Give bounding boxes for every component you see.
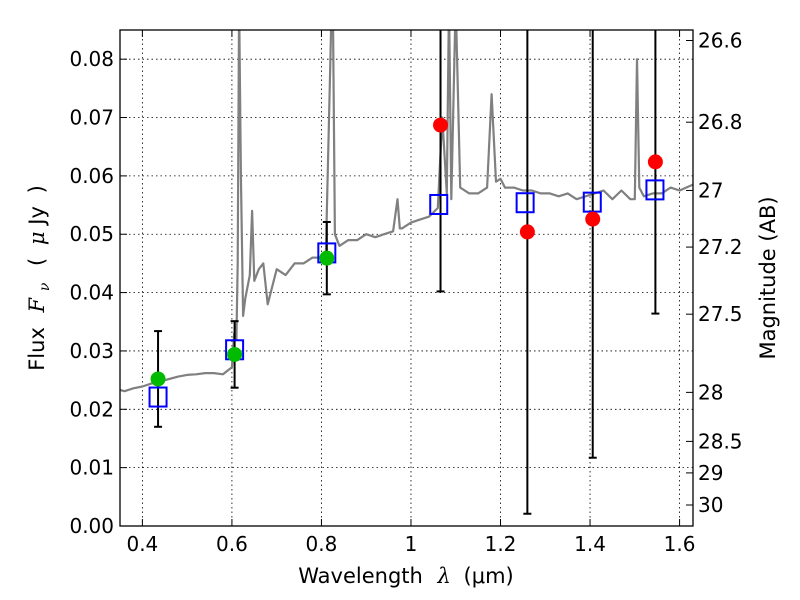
x-axis-label-symbol: λ bbox=[437, 564, 451, 588]
detection-marker bbox=[319, 250, 335, 266]
y-axis-label-paren-close: ) bbox=[25, 185, 49, 193]
model-photometry-marker bbox=[645, 179, 665, 201]
y-axis-label-mu: μ bbox=[25, 231, 49, 245]
y-axis-label: Flux F ν ( μ Jy ) bbox=[25, 185, 54, 371]
x-axis-label-unit: (μm) bbox=[464, 564, 514, 588]
y-axis-label-subscript: ν bbox=[37, 282, 53, 291]
y-tick-label: 0.01 bbox=[69, 456, 114, 480]
model-photometry-marker bbox=[515, 192, 535, 214]
upper-limit-marker bbox=[433, 117, 449, 133]
y2-tick-label: 28.5 bbox=[698, 429, 743, 453]
y-axis-label-unit: Jy bbox=[25, 206, 49, 227]
y2-tick-label: 27.5 bbox=[698, 302, 743, 326]
y-tick-label: 0.08 bbox=[69, 47, 114, 71]
upper-limit-marker bbox=[585, 211, 601, 227]
upper-limit-marker bbox=[647, 154, 663, 170]
y-axis-label-paren-open: ( bbox=[25, 258, 49, 266]
y2-tick-label: 30 bbox=[698, 493, 723, 517]
detection-marker bbox=[227, 346, 243, 362]
model-photometry-marker bbox=[148, 386, 168, 408]
y-axis-label-text: Flux bbox=[25, 327, 49, 371]
x-tick-label: 0.4 bbox=[126, 532, 158, 556]
x-tick-label: 0.6 bbox=[216, 532, 248, 556]
x-axis-label-text: Wavelength bbox=[298, 564, 423, 588]
y2-tick-label: 27.2 bbox=[698, 235, 743, 259]
x-tick-label: 1.4 bbox=[574, 532, 606, 556]
y2-tick-label: 26.6 bbox=[698, 29, 743, 53]
y-tick-label: 0.03 bbox=[69, 339, 114, 363]
y-axis-label-symbol: F bbox=[25, 296, 49, 313]
y2-tick-label: 28 bbox=[698, 380, 723, 404]
y-tick-label: 0.07 bbox=[69, 106, 114, 130]
x-tick-label: 0.8 bbox=[306, 532, 338, 556]
y-tick-label: 0.02 bbox=[69, 397, 114, 421]
x-tick-label: 1 bbox=[405, 532, 418, 556]
y-tick-label: 0.05 bbox=[69, 222, 114, 246]
x-axis-label: Wavelength λ (μm) bbox=[298, 564, 513, 588]
y2-tick-label: 29 bbox=[698, 461, 723, 485]
y2-tick-label: 27 bbox=[698, 178, 723, 202]
y-tick-label: 0.00 bbox=[69, 514, 114, 538]
x-tick-label: 1.2 bbox=[485, 532, 517, 556]
upper-limit-marker bbox=[519, 224, 535, 240]
y2-tick-label: 26.8 bbox=[698, 110, 743, 134]
plot-area bbox=[120, 30, 693, 515]
y2-axis-label: Magnitude (AB) bbox=[756, 196, 780, 359]
axis-ticks: 0.4 0.6 0.8 1 1.2 1.4 1.6 0.00 0.01 0.02 0.03 0.04 0… bbox=[69, 29, 742, 556]
y-tick-label: 0.04 bbox=[69, 281, 114, 305]
y-tick-label: 0.06 bbox=[69, 164, 114, 188]
x-tick-label: 1.6 bbox=[664, 532, 696, 556]
detection-marker bbox=[150, 371, 166, 387]
model-photometry-marker bbox=[429, 193, 449, 215]
plot-frame bbox=[119, 29, 694, 527]
